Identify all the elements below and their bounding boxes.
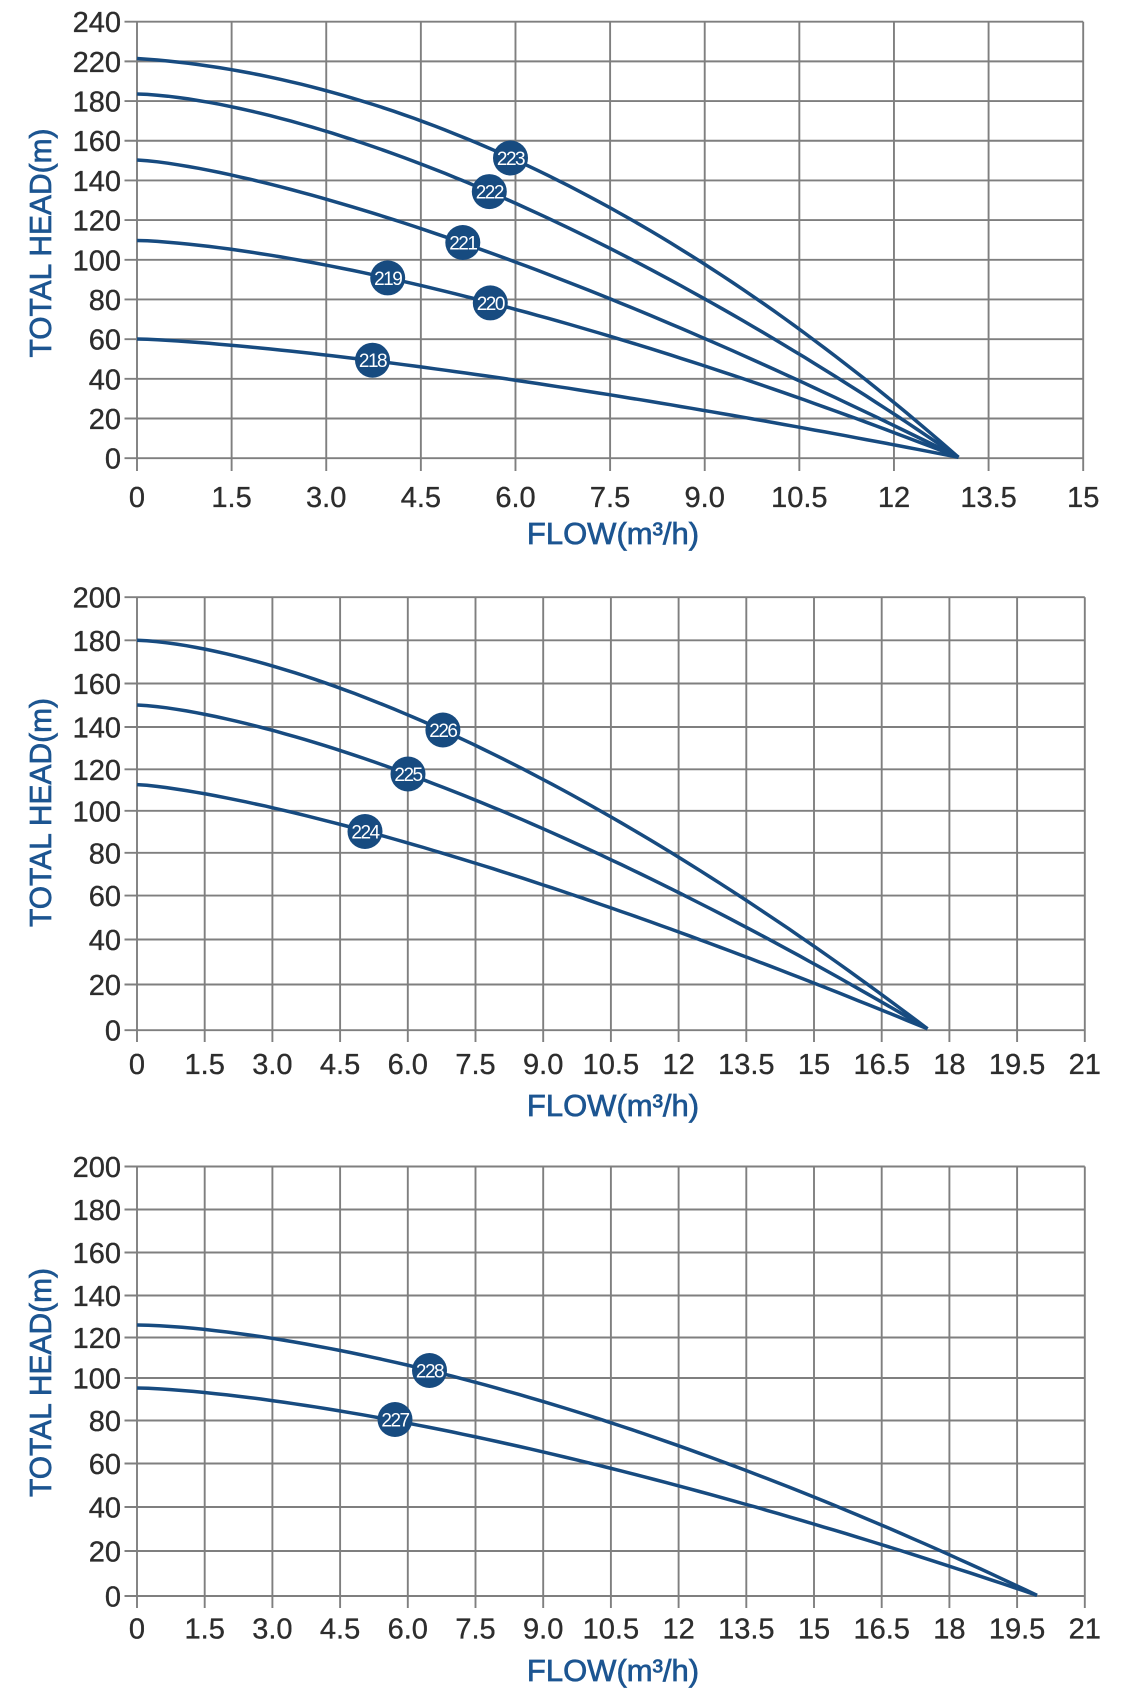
svg-text:226: 226 [429, 721, 457, 742]
svg-text:0: 0 [105, 444, 121, 476]
svg-text:0: 0 [105, 1582, 121, 1614]
svg-text:3.0: 3.0 [306, 482, 346, 514]
svg-text:240: 240 [73, 7, 121, 39]
svg-text:10.5: 10.5 [583, 1049, 639, 1081]
svg-text:222: 222 [476, 183, 504, 204]
svg-text:3.0: 3.0 [252, 1613, 292, 1645]
svg-text:7.5: 7.5 [590, 482, 630, 514]
svg-text:TOTAL HEAD(m): TOTAL HEAD(m) [23, 129, 58, 358]
svg-text:16.5: 16.5 [853, 1049, 909, 1081]
svg-text:19.5: 19.5 [989, 1613, 1045, 1645]
svg-text:223: 223 [497, 149, 525, 170]
svg-text:13.5: 13.5 [718, 1613, 774, 1645]
svg-text:140: 140 [73, 166, 121, 198]
svg-text:219: 219 [374, 269, 402, 290]
svg-text:12: 12 [662, 1049, 694, 1081]
svg-text:TOTAL HEAD(m): TOTAL HEAD(m) [23, 698, 58, 927]
svg-text:20: 20 [89, 1537, 121, 1569]
svg-text:200: 200 [73, 583, 121, 615]
svg-text:100: 100 [73, 1364, 121, 1396]
svg-text:0: 0 [129, 1613, 145, 1645]
svg-text:40: 40 [89, 364, 121, 396]
svg-text:FLOW(m³/h): FLOW(m³/h) [527, 1653, 699, 1688]
svg-text:20: 20 [89, 404, 121, 436]
svg-text:20: 20 [89, 970, 121, 1002]
svg-text:160: 160 [73, 669, 121, 701]
svg-text:FLOW(m³/h): FLOW(m³/h) [527, 516, 699, 551]
svg-text:7.5: 7.5 [455, 1613, 495, 1645]
svg-text:1.5: 1.5 [185, 1049, 225, 1081]
svg-text:15: 15 [798, 1049, 830, 1081]
svg-text:15: 15 [1067, 482, 1099, 514]
svg-text:225: 225 [394, 765, 422, 786]
svg-text:160: 160 [73, 1238, 121, 1270]
svg-text:6.0: 6.0 [495, 482, 535, 514]
svg-text:4.5: 4.5 [320, 1049, 360, 1081]
svg-text:21: 21 [1069, 1049, 1101, 1081]
svg-text:120: 120 [73, 1323, 121, 1355]
svg-text:0: 0 [129, 1049, 145, 1081]
svg-text:228: 228 [416, 1361, 444, 1382]
svg-text:120: 120 [73, 206, 121, 238]
svg-text:218: 218 [359, 351, 387, 372]
svg-text:220: 220 [477, 294, 505, 315]
svg-text:140: 140 [73, 1281, 121, 1313]
svg-text:180: 180 [73, 1195, 121, 1227]
svg-text:200: 200 [73, 1152, 121, 1184]
svg-text:221: 221 [449, 233, 477, 254]
svg-text:40: 40 [89, 925, 121, 957]
svg-text:100: 100 [73, 245, 121, 277]
svg-text:227: 227 [381, 1410, 409, 1431]
svg-text:80: 80 [89, 838, 121, 870]
svg-text:9.0: 9.0 [523, 1613, 563, 1645]
svg-text:7.5: 7.5 [455, 1049, 495, 1081]
svg-text:9.0: 9.0 [685, 482, 725, 514]
svg-text:12: 12 [662, 1613, 694, 1645]
svg-text:3.0: 3.0 [252, 1049, 292, 1081]
svg-text:40: 40 [89, 1493, 121, 1525]
svg-text:100: 100 [73, 796, 121, 828]
svg-text:10.5: 10.5 [583, 1613, 639, 1645]
svg-text:224: 224 [351, 822, 380, 843]
svg-text:6.0: 6.0 [388, 1049, 428, 1081]
svg-text:4.5: 4.5 [320, 1613, 360, 1645]
svg-text:18: 18 [933, 1613, 965, 1645]
svg-text:13.5: 13.5 [718, 1049, 774, 1081]
svg-text:19.5: 19.5 [989, 1049, 1045, 1081]
svg-text:9.0: 9.0 [523, 1049, 563, 1081]
svg-text:80: 80 [89, 285, 121, 317]
svg-text:0: 0 [105, 1016, 121, 1048]
svg-text:60: 60 [89, 881, 121, 913]
svg-text:21: 21 [1069, 1613, 1101, 1645]
svg-text:120: 120 [73, 755, 121, 787]
svg-text:1.5: 1.5 [185, 1613, 225, 1645]
svg-text:15: 15 [798, 1613, 830, 1645]
svg-text:60: 60 [89, 325, 121, 357]
svg-text:180: 180 [73, 626, 121, 658]
svg-text:0: 0 [129, 482, 145, 514]
svg-text:220: 220 [73, 47, 121, 79]
svg-text:13.5: 13.5 [960, 482, 1016, 514]
svg-text:140: 140 [73, 713, 121, 745]
svg-text:80: 80 [89, 1406, 121, 1438]
svg-text:16.5: 16.5 [853, 1613, 909, 1645]
svg-text:60: 60 [89, 1449, 121, 1481]
svg-text:6.0: 6.0 [388, 1613, 428, 1645]
svg-text:4.5: 4.5 [401, 482, 441, 514]
svg-text:18: 18 [933, 1049, 965, 1081]
svg-text:1.5: 1.5 [211, 482, 251, 514]
svg-text:10.5: 10.5 [771, 482, 827, 514]
svg-text:TOTAL HEAD(m): TOTAL HEAD(m) [23, 1268, 58, 1497]
svg-text:180: 180 [73, 87, 121, 119]
svg-text:160: 160 [73, 126, 121, 158]
svg-text:12: 12 [878, 482, 910, 514]
svg-text:FLOW(m³/h): FLOW(m³/h) [527, 1088, 699, 1123]
